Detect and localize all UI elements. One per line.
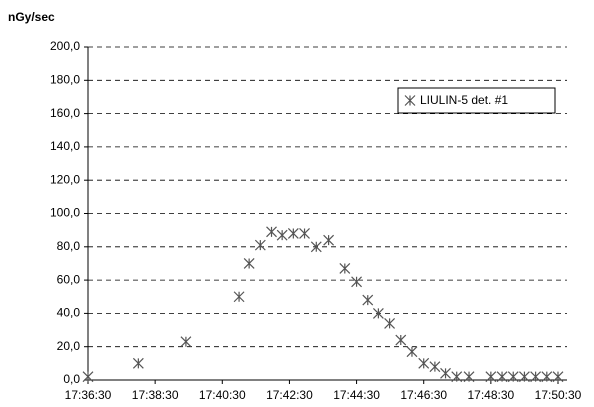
- x-tick-label: 17:40:30: [199, 388, 246, 402]
- data-point: [82, 371, 94, 383]
- data-point: [310, 241, 322, 253]
- data-point: [254, 239, 266, 251]
- y-tick-label: 60,0: [57, 272, 81, 286]
- data-point: [180, 336, 192, 348]
- data-point: [485, 371, 497, 383]
- data-point: [530, 371, 542, 383]
- data-point: [519, 371, 530, 383]
- legend-box: [397, 87, 556, 114]
- y-tick-label: 100,0: [50, 206, 80, 220]
- y-axis-label: nGy/sec: [8, 10, 55, 24]
- legend-marker: [404, 95, 416, 106]
- y-tick-label: 20,0: [57, 339, 81, 353]
- data-point: [132, 357, 144, 369]
- data-point: [323, 234, 335, 246]
- data-point: [372, 307, 384, 319]
- x-tick-label: 17:44:30: [333, 388, 380, 402]
- data-point: [406, 346, 418, 358]
- y-tick-label: 140,0: [50, 139, 80, 153]
- y-tick-label: 200,0: [50, 39, 80, 53]
- y-tick-label: 120,0: [50, 172, 80, 186]
- y-tick-label: 180,0: [50, 72, 80, 86]
- x-tick-label: 17:42:30: [266, 388, 313, 402]
- x-tick-label: 17:50:30: [535, 388, 582, 402]
- data-point: [233, 291, 245, 303]
- data-point: [362, 294, 374, 306]
- data-point: [339, 263, 351, 274]
- y-tick-label: 160,0: [50, 106, 80, 120]
- x-tick-label: 17:46:30: [400, 388, 447, 402]
- y-tick-label: 40,0: [57, 306, 81, 320]
- x-tick-label: 17:36:30: [65, 388, 112, 402]
- data-point: [451, 371, 463, 383]
- data-point: [440, 367, 451, 379]
- y-tick-label: 0,0: [63, 372, 80, 386]
- data-point: [351, 276, 362, 288]
- y-tick-label: 80,0: [57, 239, 81, 253]
- data-point: [429, 361, 441, 373]
- legend-label: LIULIN-5 det. #1: [420, 93, 508, 107]
- data-point: [276, 229, 288, 241]
- data-point: [384, 317, 396, 329]
- data-point: [507, 371, 519, 383]
- data-point: [541, 371, 553, 383]
- data-point: [287, 228, 299, 239]
- data-point: [552, 371, 564, 383]
- data-point: [463, 371, 475, 383]
- data-point: [418, 357, 430, 369]
- data-point: [243, 258, 255, 269]
- x-tick-label: 17:48:30: [467, 388, 514, 402]
- data-point: [395, 334, 407, 346]
- data-point: [266, 226, 277, 238]
- x-tick-label: 17:38:30: [132, 388, 179, 402]
- data-point: [496, 371, 508, 383]
- data-point: [299, 228, 310, 239]
